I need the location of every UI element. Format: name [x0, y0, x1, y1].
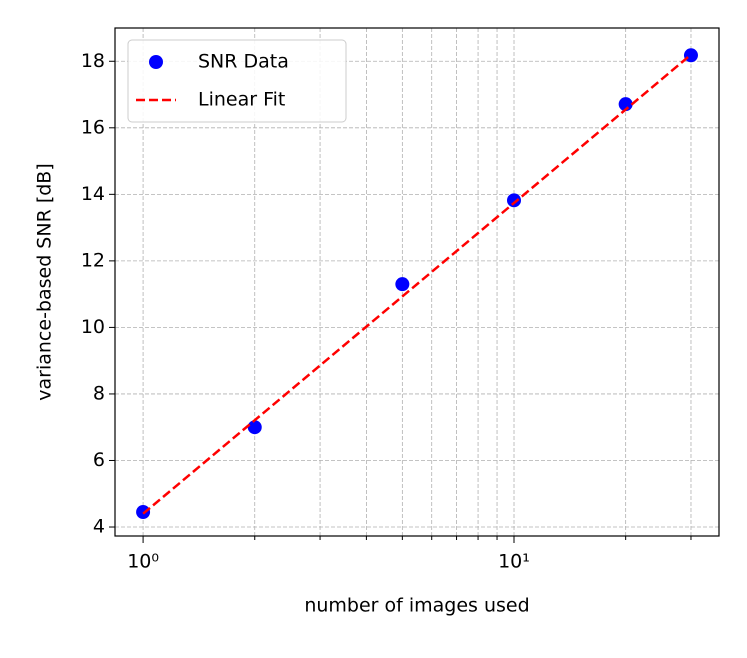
y-tick-label: 4 [93, 516, 105, 538]
y-axis-label: variance-based SNR [dB] [34, 163, 56, 400]
y-tick-label: 14 [81, 183, 105, 205]
legend-marker [149, 55, 163, 69]
data-point [507, 193, 522, 208]
data-point [395, 277, 410, 292]
x-axis-label: number of images used [304, 595, 529, 617]
data-point [136, 505, 151, 520]
data-point [247, 420, 262, 435]
y-tick-label: 12 [81, 249, 105, 271]
x-tick-label: 10⁰ [127, 551, 159, 573]
x-tick-label: 10¹ [498, 551, 530, 573]
y-tick-label: 8 [93, 382, 105, 404]
legend-label: SNR Data [198, 51, 289, 73]
fit-line [142, 53, 692, 515]
plot-frame [114, 27, 720, 537]
legend-label: Linear Fit [198, 89, 285, 111]
data-point [618, 97, 633, 112]
y-tick-label: 18 [81, 50, 105, 72]
legend-box [127, 39, 347, 123]
y-tick-label: 16 [81, 116, 105, 138]
y-tick-label: 6 [93, 449, 105, 471]
y-tick-label: 10 [81, 316, 105, 338]
